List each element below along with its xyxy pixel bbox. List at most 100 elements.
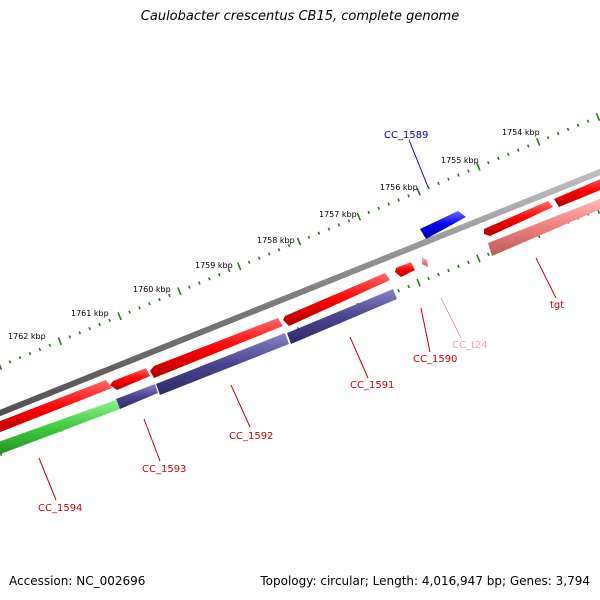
ruler-minor-tick — [267, 252, 271, 256]
ruler-minor-tick — [198, 281, 201, 285]
gene-forward-right-2[interactable] — [554, 175, 600, 207]
label-tgt[interactable]: tgt — [550, 300, 564, 311]
tick-label-1755: 1755 kbp — [441, 156, 479, 165]
gene-cc1591[interactable] — [287, 289, 397, 344]
ruler-minor-tick — [207, 277, 211, 281]
gene-tgt[interactable] — [488, 195, 600, 256]
tick-label-1758: 1758 kbp — [257, 236, 295, 245]
ruler-minor-tick — [48, 343, 52, 347]
ruler-minor-tick — [516, 148, 520, 152]
ruler-major-tick — [535, 137, 541, 146]
gene-cc1589[interactable] — [420, 211, 466, 239]
ruler-minor-tick — [158, 297, 161, 302]
leader-cc1592 — [230, 384, 251, 428]
ruler-minor-tick — [367, 210, 371, 215]
ruler-tick-labels: 1754 kbp 1755 kbp 1756 kbp 1757 kbp 1758… — [8, 128, 540, 341]
ruler-major-tick — [57, 337, 63, 346]
gene-forward-left-1[interactable] — [0, 380, 112, 436]
leader-ct24 — [440, 297, 462, 339]
ruler-minor-tick — [277, 248, 281, 252]
ruler-minor-tick — [168, 293, 171, 298]
tick-label-1760: 1760 kbp — [133, 285, 171, 294]
accession-text: Accession: NC_002696 — [9, 574, 146, 588]
ruler-minor-tick — [457, 173, 460, 177]
label-cc1589[interactable]: CC_1589 — [384, 130, 428, 141]
ruler-minor-tick — [68, 335, 72, 339]
tick-label-1759: 1759 kbp — [195, 261, 233, 270]
ruler-minor-tick — [467, 260, 470, 265]
ruler-outer-scale — [0, 112, 600, 371]
label-cc1590[interactable]: CC_1590 — [413, 354, 457, 365]
ruler-minor-tick — [447, 268, 450, 273]
ruler-minor-tick — [447, 177, 450, 181]
ruler-minor-tick — [427, 276, 430, 281]
ruler-minor-tick — [337, 223, 341, 227]
ruler-minor-tick — [387, 202, 391, 206]
label-cc1591[interactable]: CC_1591 — [350, 380, 394, 391]
leader-cc1590 — [420, 307, 431, 353]
ruler-minor-tick — [138, 306, 141, 310]
leader-cc1593 — [143, 418, 161, 462]
ruler-major-tick — [595, 112, 600, 122]
gene-forward-right-1[interactable] — [484, 201, 553, 236]
ruler-minor-tick — [407, 284, 410, 289]
tick-label-1754: 1754 kbp — [502, 128, 540, 137]
ruler-minor-tick — [347, 219, 351, 223]
ruler-major-tick — [177, 287, 182, 296]
gene-cc1590[interactable] — [395, 262, 415, 277]
ruler-minor-tick — [377, 206, 381, 210]
ruler-major-tick — [476, 162, 481, 171]
reverse-gene-track — [0, 289, 397, 458]
tick-label-1762: 1762 kbp — [8, 332, 46, 341]
ruler-major-tick — [0, 363, 3, 371]
ruler-minor-tick — [546, 136, 550, 140]
gene-forward-left-2[interactable] — [110, 368, 150, 390]
ruler-minor-tick — [397, 289, 400, 293]
label-cc1593[interactable]: CC_1593 — [142, 464, 186, 475]
ruler-minor-tick — [576, 123, 580, 127]
ruler-minor-tick — [327, 227, 331, 231]
ruler-minor-tick — [188, 285, 191, 289]
ruler-minor-tick — [18, 356, 22, 360]
ruler-minor-tick — [586, 119, 590, 123]
ruler-minor-tick — [457, 264, 460, 269]
ruler-minor-tick — [98, 322, 101, 327]
gene-cc1594[interactable] — [0, 400, 120, 458]
ruler-minor-tick — [257, 256, 261, 260]
ruler-minor-tick — [128, 310, 131, 314]
forward-gene-track — [0, 175, 600, 436]
ruler-major-tick — [117, 312, 122, 321]
leader-cc1594 — [38, 457, 57, 501]
ruler-minor-tick — [148, 302, 151, 306]
ruler-minor-tick — [8, 360, 12, 364]
ruler-minor-tick — [317, 231, 321, 235]
ruler-major-tick — [296, 237, 302, 246]
ruler-minor-tick — [307, 235, 311, 240]
tick-label-1756: 1756 kbp — [380, 183, 418, 192]
ruler-minor-tick — [38, 347, 42, 352]
label-cc1594[interactable]: CC_1594 — [38, 503, 82, 514]
ruler-minor-tick — [467, 169, 470, 173]
gene-ct24[interactable] — [422, 257, 428, 267]
gene-forward-mid-2[interactable] — [283, 273, 390, 326]
ruler-minor-tick — [497, 156, 500, 161]
ruler-minor-tick — [487, 160, 490, 165]
leader-cc1591 — [349, 336, 369, 379]
label-ct24[interactable]: CC_t24 — [452, 340, 488, 351]
ruler-minor-tick — [526, 144, 530, 148]
gene-cc1592[interactable] — [156, 333, 289, 395]
label-cc1592[interactable]: CC_1592 — [229, 431, 273, 442]
ruler-minor-tick — [487, 252, 490, 257]
ruler-major-tick — [356, 212, 362, 221]
ruler-minor-tick — [566, 127, 570, 132]
ruler-major-tick — [0, 449, 3, 457]
gene-cc1593[interactable] — [116, 384, 158, 409]
gene-forward-mid-1[interactable] — [150, 318, 283, 378]
ruler-minor-tick — [88, 326, 92, 331]
ruler-major-tick — [236, 262, 242, 271]
ruler-minor-tick — [247, 260, 251, 264]
ruler-minor-tick — [287, 243, 291, 248]
ruler-minor-tick — [227, 268, 231, 273]
ruler-minor-tick — [217, 273, 221, 277]
leader-tgt — [535, 257, 557, 299]
